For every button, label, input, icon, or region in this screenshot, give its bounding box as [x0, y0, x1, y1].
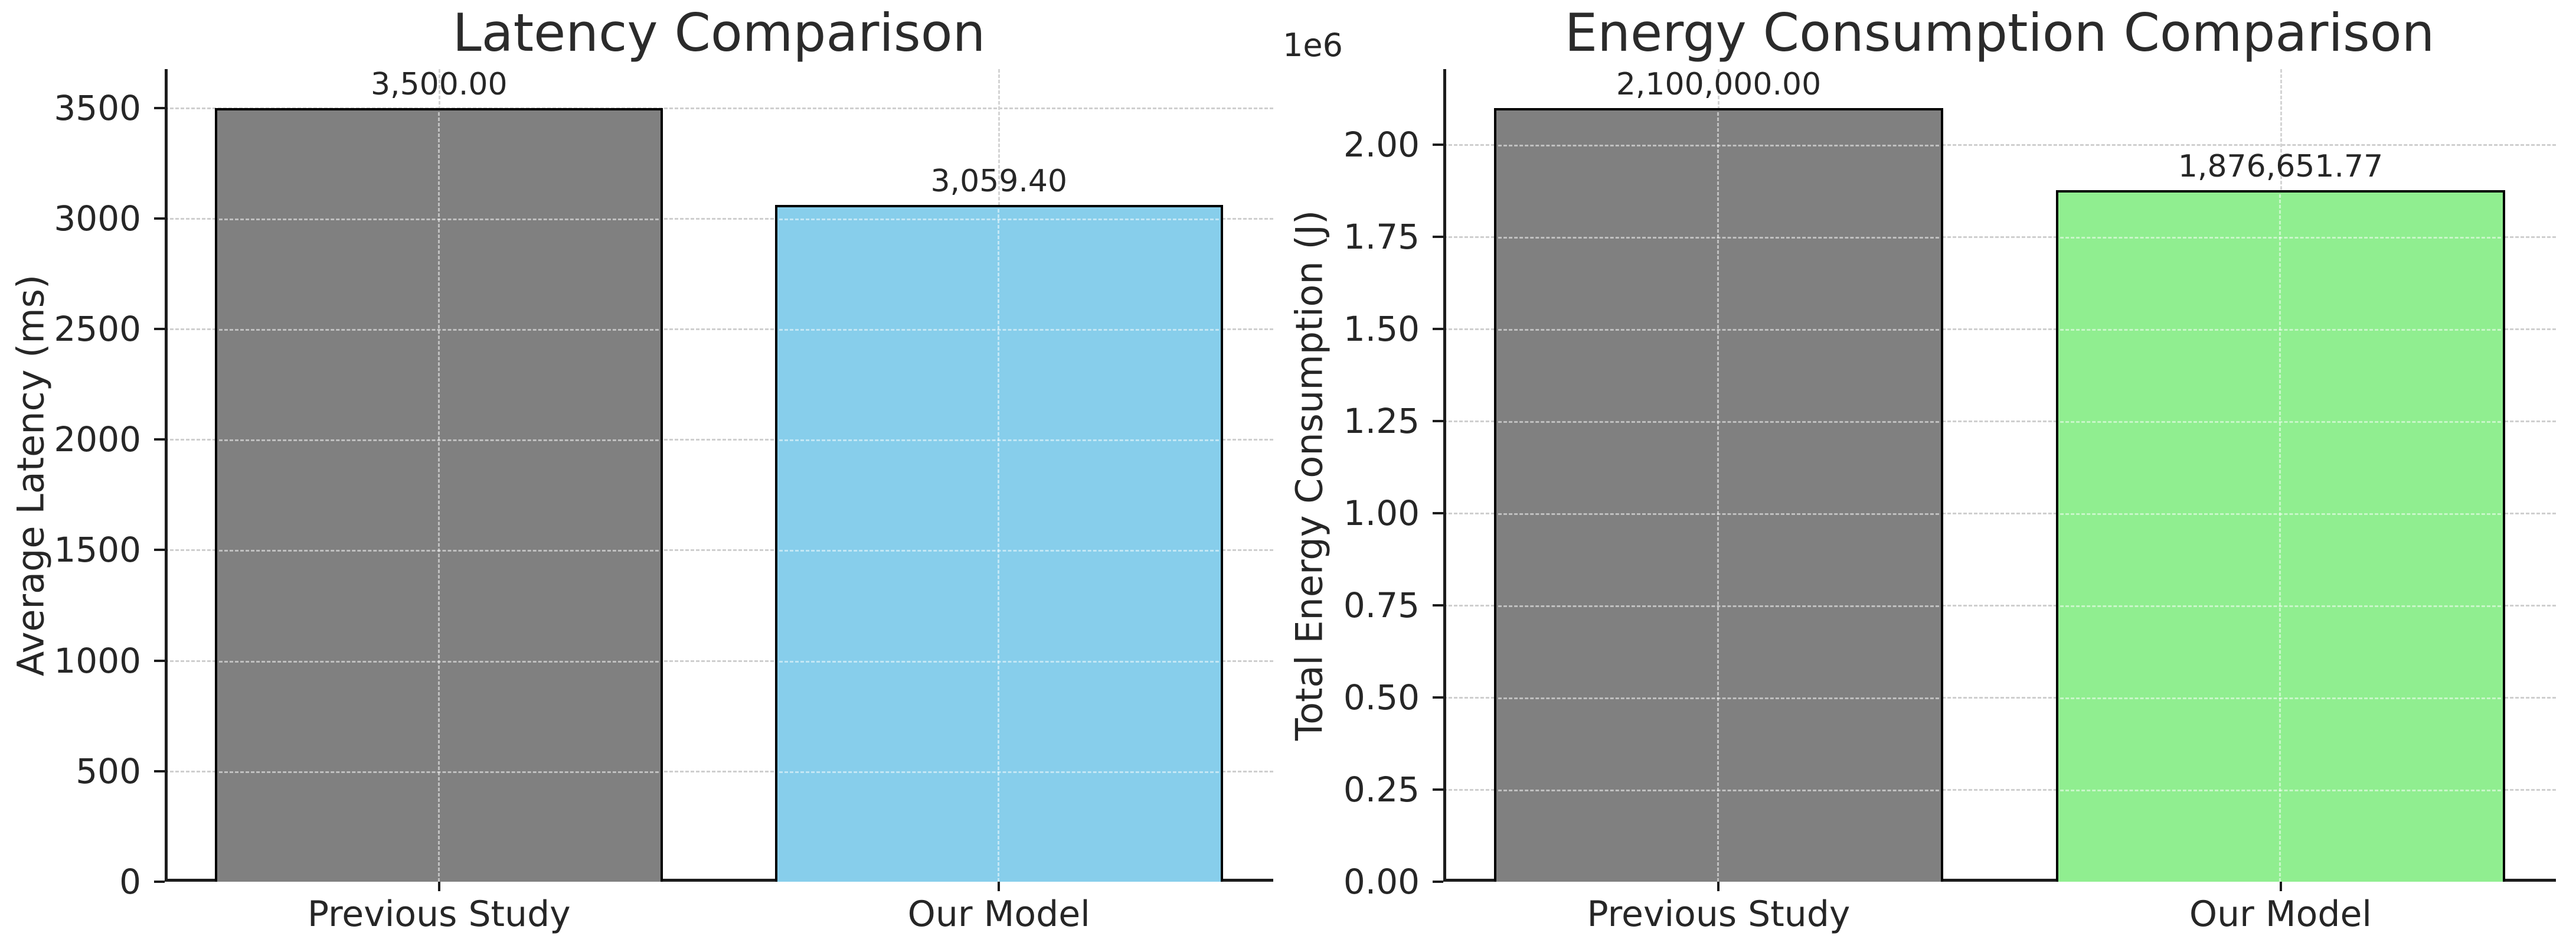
bar-value-label: 2,100,000.00: [1616, 66, 1822, 102]
gridline-horizontal: [165, 328, 1273, 330]
gridline-vertical-overlay: [1717, 110, 1719, 882]
bar-previous-study: [1493, 107, 1944, 882]
chart-title: Energy Consumption Comparison: [1564, 2, 2435, 63]
gridline-vertical-overlay: [2279, 192, 2281, 882]
gridline-horizontal: [1443, 788, 2556, 791]
y-tick-mark: [154, 770, 165, 772]
x-tick-mark: [1717, 882, 1720, 891]
y-tick-label: 500: [76, 751, 141, 791]
x-tick-mark: [2279, 882, 2282, 891]
y-tick-mark: [154, 881, 165, 883]
y-tick-mark: [154, 327, 165, 330]
gridline-vertical-overlay: [437, 110, 440, 882]
y-tick-label: 3000: [54, 198, 141, 239]
y-tick-mark: [1433, 604, 1443, 607]
gridline-horizontal: [165, 439, 1273, 441]
y-tick-mark: [1433, 696, 1443, 699]
gridline-horizontal: [165, 217, 1273, 220]
gridline-horizontal: [1443, 328, 2556, 330]
gridline-horizontal: [1443, 604, 2556, 607]
y-tick-label: 1000: [54, 640, 141, 681]
y-tick-mark: [1433, 511, 1443, 514]
y-tick-mark: [154, 438, 165, 441]
gridline-horizontal-overlay: [215, 108, 663, 110]
gridline-horizontal: [165, 770, 1273, 772]
plot-area: [1443, 69, 2556, 882]
y-tick-mark: [1433, 327, 1443, 330]
x-tick-label: Previous Study: [307, 894, 571, 935]
gridline-horizontal: [1443, 236, 2556, 238]
axis-offset-text: 1e6: [1283, 27, 1343, 64]
y-tick-mark: [154, 549, 165, 552]
gridline-horizontal: [1443, 144, 2556, 146]
y-tick-label: 1500: [54, 530, 141, 570]
gridline-horizontal: [165, 107, 1273, 109]
y-tick-mark: [1433, 788, 1443, 791]
y-tick-label: 2.00: [1343, 124, 1420, 165]
y-tick-mark: [154, 659, 165, 662]
x-tick-label: Previous Study: [1587, 894, 1851, 935]
y-tick-label: 0: [119, 862, 141, 902]
y-tick-mark: [1433, 881, 1443, 883]
y-tick-mark: [154, 106, 165, 109]
gridline-horizontal: [1443, 512, 2556, 514]
y-tick-mark: [1433, 419, 1443, 422]
y-tick-label: 3500: [54, 87, 141, 128]
bar-our-model: [2055, 190, 2506, 882]
y-tick-label: 0.50: [1343, 677, 1420, 718]
y-tick-mark: [154, 217, 165, 220]
y-tick-label: 1.00: [1343, 493, 1420, 533]
plot-area: [165, 69, 1273, 882]
x-tick-mark: [437, 882, 440, 891]
gridline-horizontal: [1443, 696, 2556, 699]
gridline-horizontal: [165, 549, 1273, 552]
bar-value-label: 1,876,651.77: [2178, 148, 2384, 184]
bar-value-label: 3,500.00: [370, 66, 508, 102]
y-tick-label: 1.50: [1343, 308, 1420, 349]
y-tick-label: 0.25: [1343, 769, 1420, 810]
y-tick-mark: [1433, 143, 1443, 146]
y-tick-label: 2500: [54, 308, 141, 349]
gridline-horizontal: [1443, 420, 2556, 422]
y-tick-mark: [1433, 235, 1443, 238]
y-tick-label: 2000: [54, 419, 141, 460]
gridline-horizontal: [165, 660, 1273, 662]
y-tick-label: 0.75: [1343, 585, 1420, 625]
bar-previous-study: [215, 107, 663, 882]
y-tick-label: 1.75: [1343, 216, 1420, 257]
x-tick-label: Our Model: [907, 894, 1090, 935]
y-tick-label: 0.00: [1343, 862, 1420, 902]
x-tick-label: Our Model: [2189, 894, 2372, 935]
bar-our-model: [774, 205, 1223, 882]
y-tick-label: 1.25: [1343, 400, 1420, 441]
y-axis-label: Total Energy Consumption (J): [1287, 210, 1331, 741]
bar-value-label: 3,059.40: [930, 164, 1068, 200]
x-tick-mark: [998, 882, 1001, 891]
chart-title: Latency Comparison: [452, 2, 986, 63]
gridline-vertical-overlay: [998, 207, 1000, 882]
